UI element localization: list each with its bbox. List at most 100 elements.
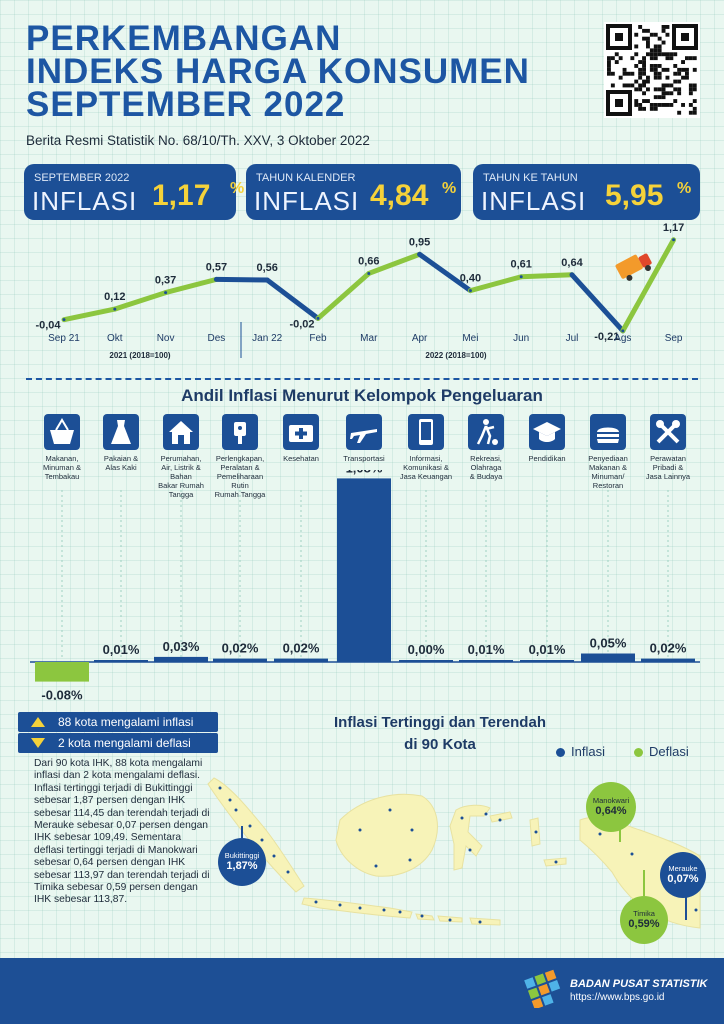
line-point bbox=[62, 318, 66, 322]
x-tick-label: Jun bbox=[513, 333, 529, 344]
x-tick-label: Okt bbox=[107, 333, 123, 344]
line-point bbox=[113, 307, 117, 311]
title-line-3: SEPTEMBER 2022 bbox=[26, 85, 346, 124]
city-dot bbox=[374, 864, 378, 868]
cities-description: Dari 90 kota IHK, 88 kota mengalami infl… bbox=[34, 758, 210, 906]
city-dot bbox=[448, 918, 452, 922]
line-point bbox=[316, 316, 320, 320]
bar bbox=[399, 660, 453, 662]
city-dot bbox=[554, 860, 558, 864]
city-dot bbox=[260, 838, 264, 842]
line-point bbox=[468, 289, 472, 293]
bubble-city: Manokwari bbox=[592, 796, 630, 805]
bar bbox=[459, 660, 513, 662]
title-line-2: INDEKS HARGA KONSUMEN bbox=[26, 52, 530, 91]
bubble-value: 1,87% bbox=[226, 860, 258, 872]
line-point bbox=[418, 252, 422, 256]
bar-value-label: 0,01% bbox=[103, 642, 140, 657]
bar bbox=[213, 658, 267, 662]
city-dot bbox=[598, 832, 602, 836]
category-label: Makanan, Minuman & Tembakau bbox=[43, 454, 81, 481]
legend-label: Deflasi bbox=[649, 744, 689, 759]
map-title: Inflasi Tertinggi dan Terendah di 90 Kot… bbox=[300, 712, 580, 756]
iron-icon bbox=[222, 414, 258, 450]
city-dot bbox=[534, 830, 538, 834]
line-segment bbox=[213, 276, 270, 283]
line-value-label: -0,02 bbox=[289, 318, 314, 330]
category-label: Transportasi bbox=[343, 454, 385, 463]
card-label: TAHUN KE TAHUN bbox=[483, 172, 578, 184]
legend-deflasi: Deflasi bbox=[634, 744, 689, 759]
truck-icon bbox=[615, 253, 652, 281]
line-point bbox=[367, 271, 371, 275]
line-value-label: 0,40 bbox=[460, 273, 481, 285]
footer-url[interactable]: https://www.bps.go.id bbox=[570, 992, 665, 1003]
category-label: Informasi, Komunikasi & Jasa Keuangan bbox=[399, 454, 453, 481]
city-dot bbox=[398, 910, 402, 914]
bubble-city: Bukittinggi bbox=[224, 851, 260, 860]
triangle-up-icon bbox=[31, 717, 45, 727]
city-dot bbox=[408, 858, 412, 862]
legend-dot-icon bbox=[634, 748, 643, 758]
city-dot bbox=[234, 808, 238, 812]
bubble-city: Timika bbox=[633, 909, 655, 918]
shopping-basket-icon bbox=[44, 414, 80, 450]
airplane-icon bbox=[346, 414, 382, 450]
city-dot bbox=[410, 828, 414, 832]
bubble-merauke[interactable]: Merauke 0,07% bbox=[660, 852, 706, 898]
inflation-cities-text: 88 kota mengalami inflasi bbox=[58, 715, 194, 729]
x-tick-label: Des bbox=[208, 333, 226, 344]
line-point bbox=[621, 329, 625, 333]
map-title-line-1: Inflasi Tertinggi dan Terendah bbox=[334, 714, 546, 731]
line-point bbox=[164, 291, 168, 295]
line-value-label: -0,04 bbox=[35, 320, 61, 332]
qr-code-icon[interactable] bbox=[604, 22, 700, 118]
bubble-city: Merauke bbox=[668, 864, 698, 873]
card-value: 1,17 bbox=[152, 179, 211, 212]
bar-value-label: 0,02% bbox=[283, 641, 320, 656]
bps-logo-icon[interactable] bbox=[522, 968, 566, 1008]
x-tick-label: Feb bbox=[309, 333, 327, 344]
bar bbox=[274, 658, 328, 662]
x-tick-label: Nov bbox=[157, 333, 175, 344]
bubble-timika[interactable]: Timika 0,59% bbox=[620, 896, 668, 944]
card-yoy-inflation: TAHUN KE TAHUN INFLASI 5,95 % bbox=[473, 164, 700, 220]
category-label: Pendidikan bbox=[528, 454, 566, 463]
first-aid-kit-icon bbox=[283, 414, 319, 450]
bar-chart-title: Andil Inflasi Menurut Kelompok Pengeluar… bbox=[181, 386, 543, 405]
line-point bbox=[519, 275, 523, 279]
line-segment bbox=[315, 270, 372, 321]
line-segment bbox=[467, 274, 524, 294]
bar bbox=[520, 660, 574, 662]
legend-inflasi: Inflasi bbox=[556, 744, 605, 759]
line-segment bbox=[417, 251, 473, 294]
line-segment bbox=[264, 277, 321, 321]
category-label: Rekreasi, Olahraga & Budaya bbox=[469, 454, 503, 481]
card-monthly-inflation: SEPTEMBER 2022 INFLASI 1,17 % bbox=[24, 164, 244, 220]
city-dot bbox=[460, 816, 464, 820]
period-label-2021: 2021 (2018=100) bbox=[109, 351, 171, 360]
city-dot bbox=[388, 808, 392, 812]
city-dot bbox=[228, 798, 232, 802]
bubble-value: 0,59% bbox=[628, 918, 660, 930]
line-value-label: 0,61 bbox=[510, 259, 531, 271]
bar bbox=[154, 656, 208, 662]
period-label-2022: 2022 (2018=100) bbox=[425, 351, 487, 360]
x-tick-label: Ags bbox=[614, 333, 631, 344]
city-dot bbox=[272, 854, 276, 858]
bar-value-label: 0,00% bbox=[408, 642, 445, 657]
bar bbox=[35, 662, 89, 682]
dress-icon bbox=[103, 414, 139, 450]
indonesia-map bbox=[207, 777, 701, 929]
bubble-bukittinggi[interactable]: Bukittinggi 1,87% bbox=[218, 838, 266, 886]
tools-icon bbox=[650, 414, 686, 450]
bar-value-label: 0,02% bbox=[222, 641, 259, 656]
city-dot bbox=[484, 812, 488, 816]
soccer-player-icon bbox=[468, 414, 504, 450]
bar-value-label: -0,08% bbox=[41, 688, 83, 700]
bubble-manokwari[interactable]: Manokwari 0,64% bbox=[586, 782, 636, 832]
contribution-bar-chart: -0,08% 0,01% 0,03% 0,02% 0,02% 1,08% 0,00% 0,01… bbox=[30, 470, 700, 700]
